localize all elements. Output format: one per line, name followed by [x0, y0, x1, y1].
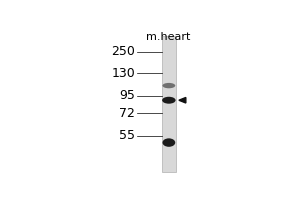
Polygon shape — [179, 97, 186, 103]
Bar — [162, 36, 176, 172]
Text: 130: 130 — [111, 67, 135, 80]
Ellipse shape — [162, 97, 175, 104]
Text: m.heart: m.heart — [146, 32, 190, 42]
Text: 250: 250 — [111, 45, 135, 58]
Text: 72: 72 — [119, 107, 135, 120]
Ellipse shape — [163, 138, 175, 147]
Text: 95: 95 — [119, 89, 135, 102]
Text: 55: 55 — [119, 129, 135, 142]
Ellipse shape — [163, 83, 175, 88]
